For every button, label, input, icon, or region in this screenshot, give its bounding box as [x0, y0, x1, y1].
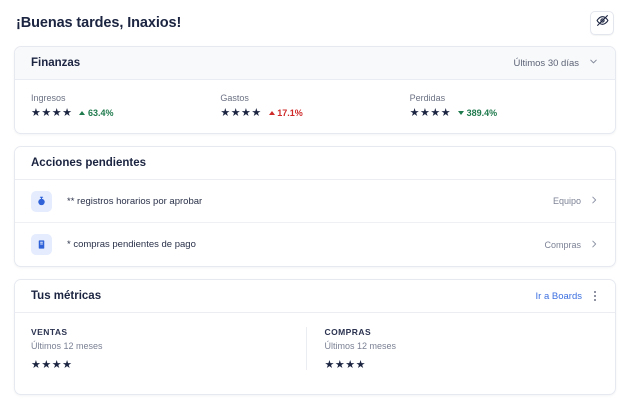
tus-metricas-card: Tus métricas Ir a Boards VENTAS Últimos … — [14, 279, 616, 395]
action-item-compras-pendientes[interactable]: * compras pendientes de pago Compras — [15, 223, 615, 266]
metric-value-masked: ★★★★ — [220, 106, 262, 119]
kebab-dot — [594, 291, 596, 293]
finanzas-title: Finanzas — [31, 57, 81, 69]
period-label: Últimos 30 días — [513, 57, 579, 69]
kebab-menu-icon[interactable] — [591, 289, 599, 303]
metric-label: Perdidas — [409, 93, 446, 103]
greeting-row: ¡Buenas tardes, Inaxios! — [14, 0, 616, 46]
metric-column-name: VENTAS — [31, 327, 68, 337]
metric-label: Gastos — [220, 93, 249, 103]
metric-delta-value: 17.1% — [277, 107, 303, 118]
metric-delta: 389.4% — [458, 108, 497, 118]
metric-column-compras: COMPRAS Últimos 12 meses ★★★★ — [305, 327, 600, 371]
chevron-right-icon — [589, 236, 599, 254]
kebab-dot — [594, 299, 596, 301]
triangle-down-icon — [458, 110, 465, 115]
ir-a-boards-link[interactable]: Ir a Boards — [535, 290, 582, 302]
receipt-icon — [31, 234, 52, 255]
metric-value-masked: ★★★★ — [409, 106, 452, 119]
action-item-category-link[interactable]: Equipo — [553, 192, 599, 210]
acciones-pendientes-card: Acciones pendientes ** registros horario… — [14, 146, 616, 267]
metric-label: Ingresos — [31, 93, 66, 103]
triangle-up-icon — [79, 110, 86, 115]
metric-column-value-masked: ★★★★ — [324, 358, 366, 371]
action-item-registros-horarios[interactable]: ** registros horarios por aprobar Equipo — [15, 180, 615, 223]
metric-column-name: COMPRAS — [324, 327, 372, 337]
metric-gastos: Gastos ★★★★ 17.1% — [220, 93, 409, 118]
metric-column-subtitle: Últimos 12 meses — [31, 341, 103, 351]
metric-perdidas: Perdidas ★★★★ 389.4% — [410, 93, 599, 118]
page-title: ¡Buenas tardes, Inaxios! — [16, 15, 182, 31]
stopwatch-icon — [31, 190, 52, 212]
metric-ingresos: Ingresos ★★★★ 63.4% — [31, 93, 220, 118]
metric-column-value-masked: ★★★★ — [31, 358, 73, 371]
metric-delta-value: 63.4% — [87, 107, 114, 118]
metric-column-ventas: VENTAS Últimos 12 meses ★★★★ — [31, 327, 306, 370]
chevron-right-icon — [589, 192, 599, 210]
metricas-columns: VENTAS Últimos 12 meses ★★★★ COMPRAS Últ… — [15, 313, 615, 394]
action-item-category: Compras — [544, 239, 581, 250]
finanzas-metrics: Ingresos ★★★★ 63.4% Gastos ★★★★ 17.1% — [15, 80, 615, 133]
chevron-down-icon — [588, 54, 599, 72]
metric-delta: 63.4% — [79, 108, 113, 118]
finanzas-card: Finanzas Últimos 30 días Ingresos ★★★★ 6… — [14, 46, 616, 134]
finanzas-card-header: Finanzas Últimos 30 días — [15, 47, 615, 80]
metricas-header-actions: Ir a Boards — [536, 289, 599, 303]
kebab-dot — [594, 295, 596, 297]
action-item-category-link[interactable]: Compras — [544, 236, 599, 254]
metric-column-subtitle: Últimos 12 meses — [324, 341, 397, 351]
triangle-up-icon — [268, 110, 275, 115]
hide-values-button[interactable] — [590, 11, 614, 35]
action-item-label: * compras pendientes de pago — [67, 239, 196, 250]
action-item-category: Equipo — [552, 196, 581, 206]
metric-delta: 17.1% — [268, 107, 303, 118]
metric-delta-value: 389.4% — [466, 107, 498, 118]
acciones-title: Acciones pendientes — [31, 157, 147, 169]
action-item-label: ** registros horarios por aprobar — [67, 195, 203, 207]
eye-off-icon — [596, 14, 609, 32]
metricas-title: Tus métricas — [31, 290, 102, 302]
metric-value-masked: ★★★★ — [31, 106, 73, 119]
metricas-card-header: Tus métricas Ir a Boards — [15, 280, 615, 313]
acciones-card-header: Acciones pendientes — [15, 147, 615, 180]
period-selector[interactable]: Últimos 30 días — [514, 54, 599, 72]
